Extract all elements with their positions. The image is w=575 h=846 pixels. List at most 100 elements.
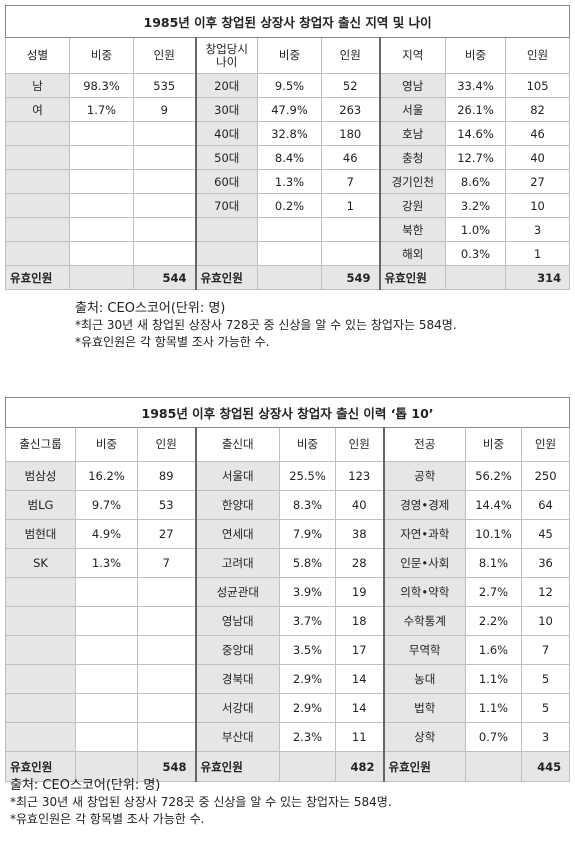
count-value [321,241,380,266]
row-label [194,217,258,242]
share-value [75,722,138,752]
total-label: 유효인원 [378,265,446,290]
footnote-valid: *유효인원은 각 항목별 조사 가능한 수. [75,335,270,349]
count-value: 14 [335,664,384,694]
row-label [5,217,70,242]
share-value [75,635,138,665]
count-value: 45 [520,519,571,549]
row-label: 상학 [382,722,466,752]
table-row: SK 1.3% 7 고려대 5.8% 28 인문•사회 8.1% 36 [5,548,571,578]
table-row: 40대 32.8% 180 호남 14.6% 46 [5,121,571,146]
count-value: 64 [520,490,571,520]
row-label: 여 [5,97,70,122]
share-value: 16.2% [75,461,138,491]
total-spacer [465,751,522,782]
row-label: 영남대 [194,606,280,636]
count-value: 12 [520,577,571,607]
share-value [75,693,138,723]
share-value: 8.3% [279,490,336,520]
count-value: 28 [335,548,384,578]
row-label: 자연•과학 [382,519,466,549]
column-header: 출신그룹 [5,427,76,462]
row-label: 20대 [194,73,258,98]
share-value: 7.9% [279,519,336,549]
share-value: 2.3% [279,722,336,752]
count-value: 10 [504,193,571,218]
table-row: 범현대 4.9% 27 연세대 7.9% 38 자연•과학 10.1% 45 [5,519,571,549]
table-header-row: 성별 비중 인원 창업당시 나이 비중 인원 지역 비중 인원 [5,37,571,74]
footnote-total: *최근 30년 새 창업된 상장사 728곳 중 신상을 알 수 있는 창업자는… [10,795,392,809]
region-age-table: 1985년 이후 창업된 상장사 창업자 출신 지역 및 나이 성별 비중 인원 창업당… [4,5,571,290]
column-header: 비중 [465,427,522,462]
count-value [133,145,196,170]
footnote-valid: *유효인원은 각 항목별 조사 가능한 수. [10,812,205,826]
table-row: 60대 1.3% 7 경기인천 8.6% 27 [5,169,571,194]
row-label [5,693,76,723]
count-value [133,241,196,266]
row-label: 서강대 [194,693,280,723]
share-value [69,169,134,194]
share-value: 4.9% [75,519,138,549]
table-title: 1985년 이후 창업된 상장사 창업자 출신 이력 ‘톱 10’ [4,397,571,428]
count-value: 19 [335,577,384,607]
row-label [5,606,76,636]
column-header: 비중 [75,427,138,462]
row-label: 경영•경제 [382,490,466,520]
column-header: 비중 [69,37,134,74]
share-value [257,217,322,242]
total-spacer [69,265,134,290]
share-value: 1.0% [445,217,506,242]
count-value: 535 [133,73,196,98]
row-label [5,145,70,170]
count-value: 3 [504,217,571,242]
count-value: 14 [335,693,384,723]
share-value: 2.2% [465,606,522,636]
row-label [5,169,70,194]
count-value: 27 [137,519,196,549]
row-label: 인문•사회 [382,548,466,578]
column-header: 비중 [257,37,322,74]
table-row: 영남대 3.7% 18 수학통계 2.2% 10 [5,606,571,636]
column-header: 비중 [279,427,336,462]
row-label: 경북대 [194,664,280,694]
share-value: 26.1% [445,97,506,122]
table-title: 1985년 이후 창업된 상장사 창업자 출신 지역 및 나이 [4,5,571,38]
count-value: 1 [504,241,571,266]
count-value: 27 [504,169,571,194]
row-label: 40대 [194,121,258,146]
row-label: 서울 [378,97,446,122]
count-value: 1 [321,193,380,218]
row-label: 70대 [194,193,258,218]
row-label: 수학통계 [382,606,466,636]
column-header: 인원 [520,427,571,462]
row-label: 60대 [194,169,258,194]
row-label: 50대 [194,145,258,170]
row-label: 강원 [378,193,446,218]
row-label: 경기인천 [378,169,446,194]
total-value: 445 [520,751,571,782]
share-value: 47.9% [257,97,322,122]
table-row: 성균관대 3.9% 19 의학•약학 2.7% 12 [5,577,571,607]
total-row: 유효인원 548 유효인원 482 유효인원 445 [5,751,571,782]
count-value: 18 [335,606,384,636]
count-value: 7 [321,169,380,194]
share-value [257,241,322,266]
row-label: 연세대 [194,519,280,549]
total-label: 유효인원 [382,751,466,782]
table-row: 경북대 2.9% 14 농대 1.1% 5 [5,664,571,694]
share-value: 1.1% [465,664,522,694]
column-header: 전공 [382,427,466,462]
row-label [5,241,70,266]
table-title-row: 1985년 이후 창업된 상장사 창업자 출신 이력 ‘톱 10’ [4,397,571,428]
table-row: 부산대 2.3% 11 상학 0.7% 3 [5,722,571,752]
total-value: 549 [321,265,380,290]
total-spacer [445,265,506,290]
row-label: 충청 [378,145,446,170]
count-value: 3 [520,722,571,752]
row-label: SK [5,548,76,578]
row-label [5,121,70,146]
share-value: 14.4% [465,490,522,520]
table-row: 남 98.3% 535 20대 9.5% 52 영남 33.4% 105 [5,73,571,98]
total-value: 314 [504,265,571,290]
column-header: 인원 [133,37,196,74]
